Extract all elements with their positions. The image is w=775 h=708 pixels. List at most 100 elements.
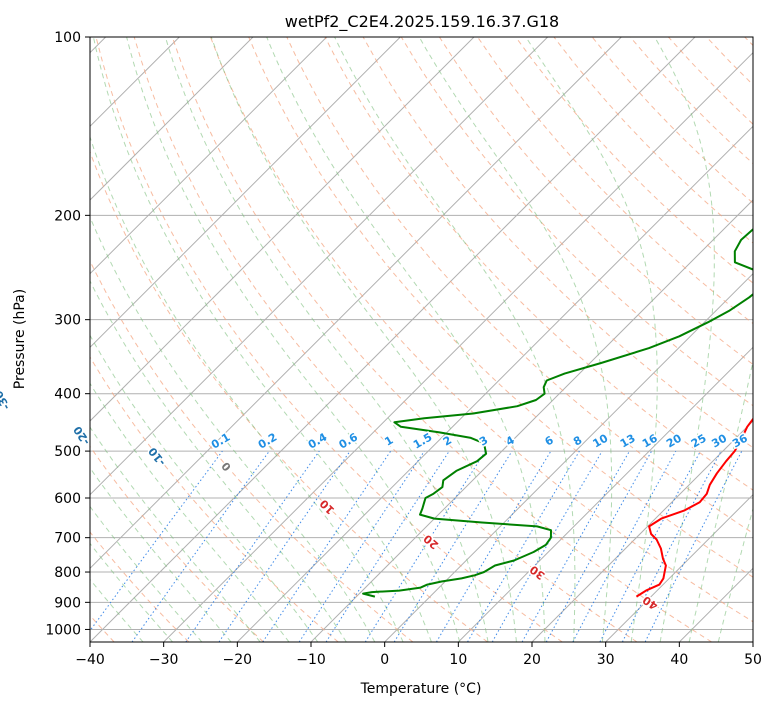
dry-adiabat [248, 37, 753, 578]
isotherm [236, 125, 753, 642]
x-tick-label: −40 [75, 652, 105, 668]
x-tick-label: 50 [744, 652, 762, 668]
moist-adiabat [164, 37, 489, 642]
mixing-ratio-label: 4 [504, 433, 517, 448]
dry-adiabat [400, 37, 753, 407]
moist-adiabat [90, 426, 261, 642]
mixing-ratio-line [521, 450, 630, 642]
mixing-ratio-label: 0.4 [306, 430, 330, 451]
moist-adiabat [90, 215, 376, 642]
sounding-series-0 [635, 417, 753, 598]
y-tick-label: 900 [54, 595, 81, 611]
moist-adiabat [90, 542, 173, 642]
dry-adiabat [90, 445, 264, 642]
sounding-series-1 [362, 227, 753, 598]
moist-adiabat [525, 37, 658, 642]
mixing-ratio-line [90, 450, 223, 632]
isotherm [90, 37, 401, 349]
x-tick-label: 40 [670, 652, 688, 668]
isotherm [457, 346, 753, 642]
isotherm [605, 493, 753, 642]
y-tick-label: 400 [54, 387, 81, 403]
plot-frame [89, 36, 754, 643]
y-axis-title: Pressure (hPa) [12, 289, 28, 389]
x-tick-label: 30 [597, 652, 615, 668]
isotherm [384, 272, 753, 642]
dry-adiabat [706, 37, 753, 86]
dry-adiabat [668, 37, 753, 125]
dry-adiabat [744, 37, 753, 47]
isotherm [90, 37, 475, 422]
mixing-ratio-line [393, 450, 513, 642]
y-tick-label: 700 [54, 531, 81, 547]
isotherm [752, 641, 753, 642]
dry-adiabat-label: 0 [219, 459, 234, 474]
x-tick-label: 20 [523, 652, 541, 668]
mixing-ratio-line [262, 450, 392, 642]
dry-adiabat [90, 259, 414, 642]
isotherm [531, 420, 753, 642]
isotherm [90, 37, 328, 275]
y-tick-label: 500 [54, 444, 81, 460]
y-tick-label: 800 [54, 565, 81, 581]
y-tick-label: 300 [54, 313, 81, 329]
dry-adiabat [171, 37, 712, 642]
mixing-ratio-line [131, 450, 270, 642]
mixing-ratio-line [545, 450, 653, 642]
x-tick-label: 0 [380, 652, 389, 668]
mixing-ratio-label: 1 [382, 434, 395, 449]
dry-adiabat-label: 40 [640, 593, 660, 613]
y-tick-label: 1000 [45, 622, 81, 638]
mixing-ratio-label: 25 [689, 432, 709, 451]
dry-adiabat [133, 37, 638, 642]
isotherm [90, 37, 254, 201]
dry-adiabat [90, 150, 488, 642]
moist-adiabat [90, 382, 290, 642]
mixing-ratio-label: 13 [618, 432, 638, 451]
x-tick-label: −10 [296, 652, 326, 668]
x-tick-label: −30 [149, 652, 179, 668]
mixing-ratio-line [298, 450, 425, 642]
dry-adiabat-label: -30 [0, 388, 13, 412]
isotherm [678, 567, 753, 642]
moist-adiabat [92, 37, 432, 642]
mixing-ratio-line [218, 450, 351, 642]
sounding-lines [362, 227, 753, 598]
isotherm [310, 199, 753, 642]
isotherm [163, 51, 753, 642]
x-tick-label: 10 [449, 652, 467, 668]
dry-adiabat [95, 37, 563, 642]
mixing-ratio-label: 36 [730, 431, 750, 450]
moist-adiabat [90, 334, 319, 642]
moist-adiabat [90, 467, 232, 642]
dry-adiabat-label: -10 [146, 444, 169, 468]
y-tick-label: 200 [54, 208, 81, 224]
dry-adiabat [286, 37, 753, 534]
mixing-ratio-line [572, 450, 677, 642]
dry-adiabat [515, 37, 753, 284]
moist-adiabat [654, 37, 715, 642]
isotherm [90, 37, 622, 570]
dry-adiabat [90, 531, 190, 642]
isotherm [90, 37, 696, 642]
dry-adiabat [591, 37, 753, 204]
y-tick-label: 100 [54, 30, 81, 46]
moist-adiabat [126, 37, 461, 642]
moist-adiabat [266, 37, 546, 642]
moist-adiabat [90, 578, 144, 642]
mixing-ratio-line [644, 450, 743, 642]
y-tick-label: 600 [54, 491, 81, 507]
mixing-ratio-line [435, 450, 552, 642]
mixing-ratio-line [599, 450, 701, 642]
mixing-ratio-label: 6 [543, 433, 556, 448]
dry-adiabat [90, 356, 339, 642]
moist-adiabat [90, 505, 203, 642]
mixing-ratio-label: 20 [664, 431, 684, 450]
mixing-ratio-label: 10 [590, 431, 610, 450]
moist-adiabat [688, 358, 753, 642]
moist-adiabat [418, 37, 613, 642]
y-axis-ticks: 100 200 300 400 500 600 700 800 900 1000 [45, 30, 90, 638]
mixing-ratio-line [185, 450, 320, 642]
moist-adiabat [90, 135, 404, 642]
